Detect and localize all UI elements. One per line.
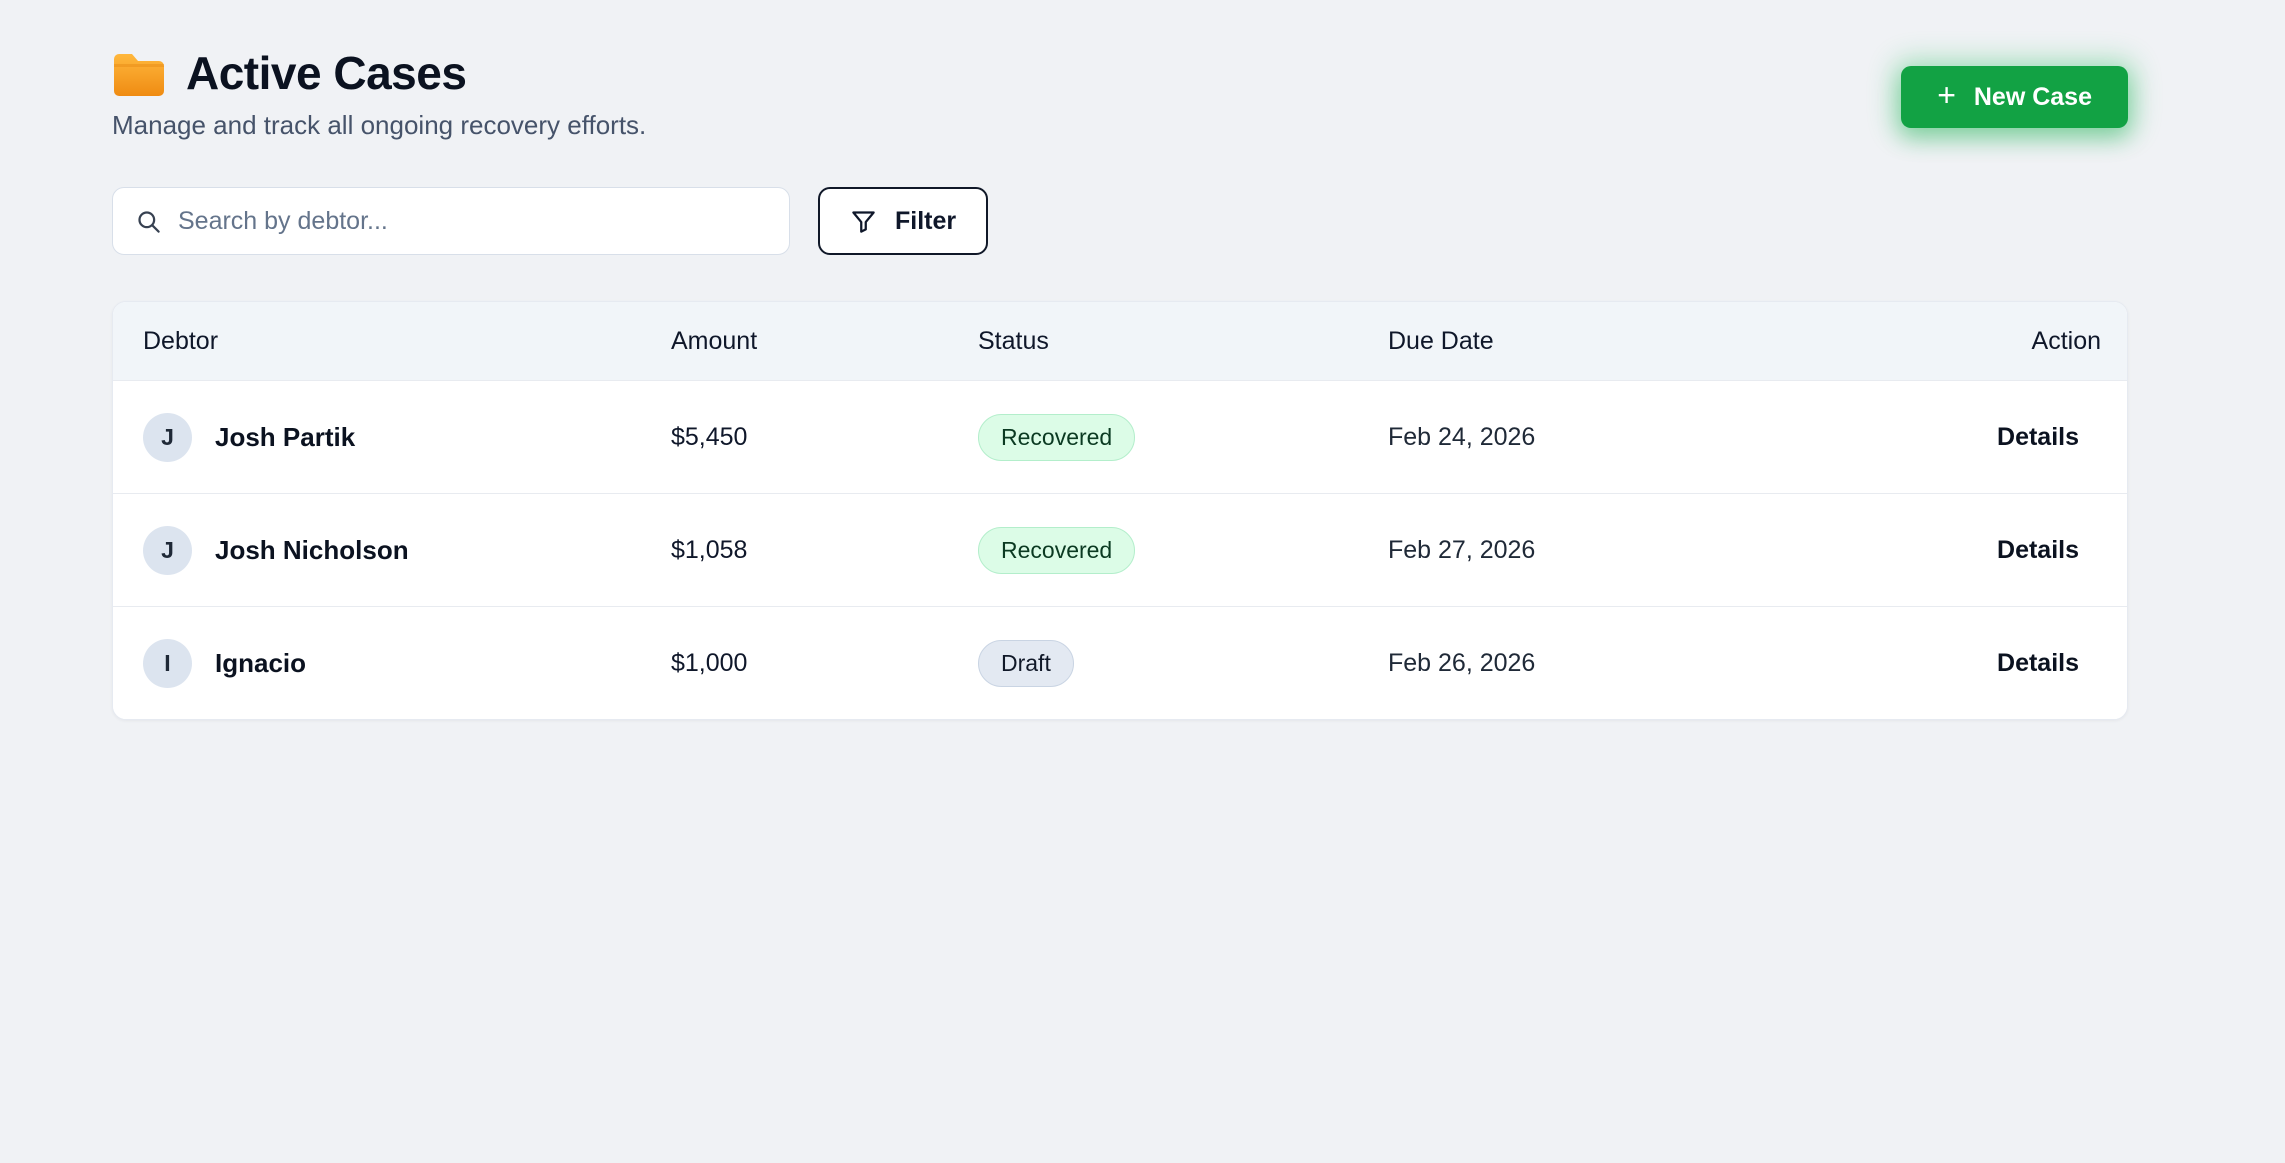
due-date-value: Feb 27, 2026 [1388,536,1535,565]
debtor-name: Josh Nicholson [215,535,409,566]
amount-value: $5,450 [671,423,747,452]
table-row: J Josh Nicholson $1,058 Recovered Feb 27… [113,493,2127,606]
column-header-status: Status [978,327,1388,356]
column-header-amount: Amount [671,327,978,356]
amount-value: $1,000 [671,649,747,678]
toolbar: Filter [112,187,2130,255]
search-box[interactable] [112,187,790,255]
table-header-row: Debtor Amount Status Due Date Action [113,302,2127,380]
debtor-name: Ignacio [215,648,306,679]
debtor-name: Josh Partik [215,422,355,453]
due-date-value: Feb 26, 2026 [1388,649,1535,678]
column-header-due-date: Due Date [1388,327,1813,356]
page-subtitle: Manage and track all ongoing recovery ef… [112,110,646,141]
page-content: Active Cases Manage and track all ongoin… [0,0,2130,720]
filter-button[interactable]: Filter [818,187,988,255]
column-header-action: Action [1813,327,2127,356]
table-row: J Josh Partik $5,450 Recovered Feb 24, 2… [113,380,2127,493]
cases-table: Debtor Amount Status Due Date Action J J… [112,301,2128,720]
details-button[interactable]: Details [1975,528,2101,573]
due-date-value: Feb 24, 2026 [1388,423,1535,452]
title-block: Active Cases Manage and track all ongoin… [112,46,646,141]
avatar: J [143,413,192,462]
status-badge: Recovered [978,527,1135,574]
avatar: J [143,526,192,575]
table-row: I Ignacio $1,000 Draft Feb 26, 2026 Deta… [113,606,2127,719]
search-icon [135,208,162,235]
amount-value: $1,058 [671,536,747,565]
folder-icon [112,50,166,96]
avatar: I [143,639,192,688]
search-input[interactable] [178,207,767,236]
column-header-debtor: Debtor [113,327,671,356]
details-button[interactable]: Details [1975,415,2101,460]
status-badge: Draft [978,640,1074,687]
plus-icon: + [1937,79,1956,111]
filter-funnel-icon [850,208,877,235]
details-button[interactable]: Details [1975,641,2101,686]
new-case-label: New Case [1974,83,2092,112]
filter-label: Filter [895,207,956,236]
page-header: Active Cases Manage and track all ongoin… [112,46,2128,141]
new-case-button[interactable]: + New Case [1901,66,2128,128]
status-badge: Recovered [978,414,1135,461]
page-title: Active Cases [186,46,466,100]
